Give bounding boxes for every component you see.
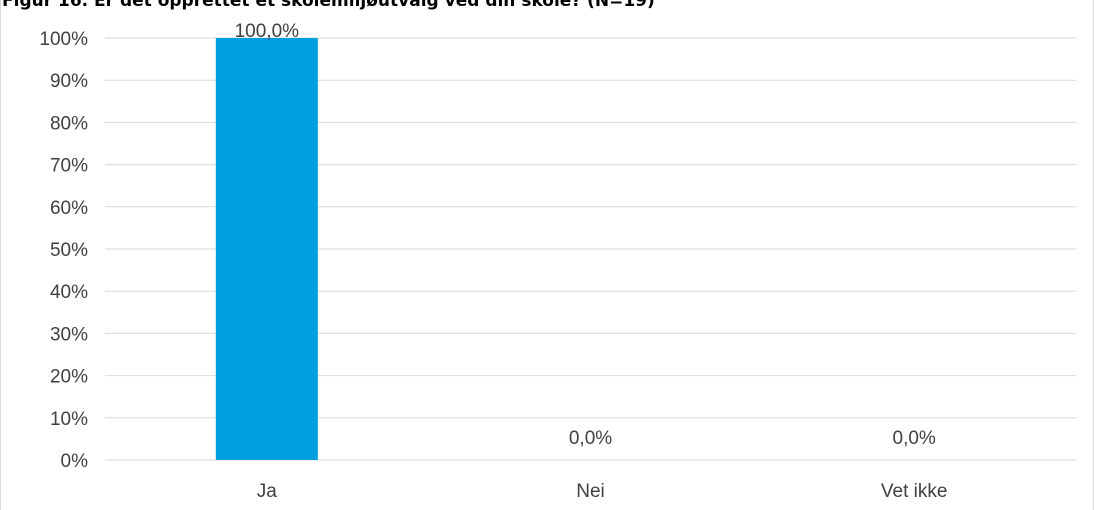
y-tick-label: 30% xyxy=(50,324,88,345)
y-tick-label: 60% xyxy=(50,198,88,219)
y-tick-label: 0% xyxy=(61,451,89,472)
data-label: 0,0% xyxy=(893,428,936,449)
y-tick-label: 20% xyxy=(50,367,88,388)
y-tick-label: 10% xyxy=(50,409,88,430)
data-label: 0,0% xyxy=(569,428,612,449)
chart-title: Figur 16. Er det opprettet et skolemiljø… xyxy=(2,0,655,11)
data-label: 100,0% xyxy=(235,21,300,42)
data-labels: 100,0% 0,0% 0,0% xyxy=(235,21,936,449)
y-tick-label: 50% xyxy=(50,240,88,261)
y-tick-label: 40% xyxy=(50,282,88,303)
y-tick-label: 70% xyxy=(50,156,88,177)
bars xyxy=(215,38,318,460)
x-tick-label: Nei xyxy=(576,481,605,502)
x-tick-label: Ja xyxy=(257,481,278,502)
x-tick-label: Vet ikke xyxy=(881,481,948,502)
x-axis-labels: Ja Nei Vet ikke xyxy=(257,481,948,502)
y-tick-label: 100% xyxy=(39,29,88,50)
y-axis-labels: 0% 10% 20% 30% 40% 50% 60% 70% 80% 90% 100% xyxy=(39,29,88,472)
bar-ja xyxy=(215,38,318,460)
y-tick-label: 90% xyxy=(50,71,88,92)
y-tick-label: 80% xyxy=(50,113,88,134)
